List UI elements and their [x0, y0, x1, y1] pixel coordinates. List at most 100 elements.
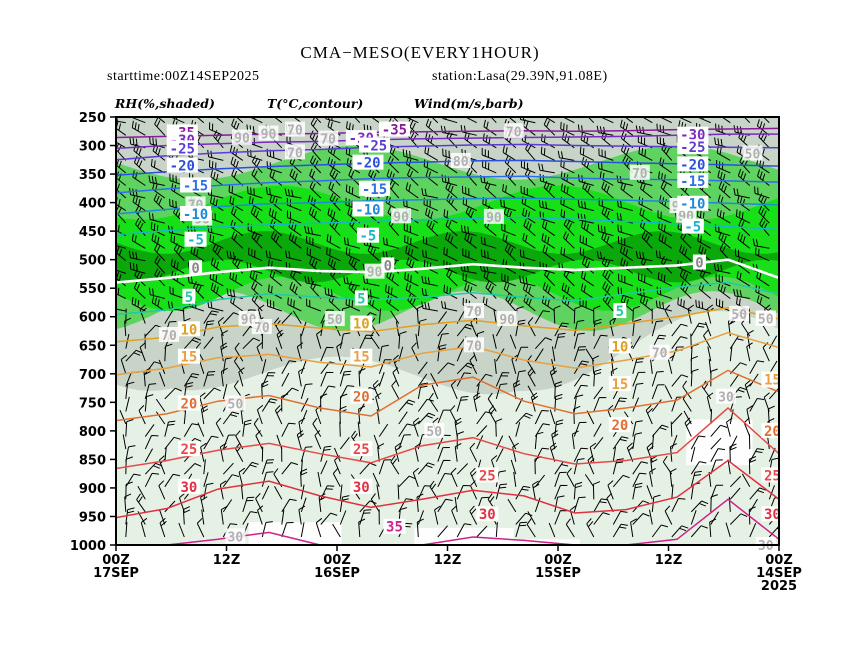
- wind-barb: [125, 396, 130, 412]
- wind-barb: [392, 367, 400, 387]
- wind-barb: [658, 171, 673, 186]
- wind-barb: [372, 379, 380, 400]
- wind-barb: [250, 206, 263, 224]
- wind-barb: [671, 336, 688, 349]
- wind-barb: [690, 322, 706, 337]
- wind-barb: [304, 225, 321, 237]
- wind-barb: [445, 232, 458, 249]
- wind-barb: [309, 256, 322, 274]
- wind-barb: [386, 270, 400, 287]
- wind-barb: [292, 117, 302, 124]
- plot-area: 9090707070807050707070909090909090909090…: [70, 111, 802, 594]
- rh-label-box: [285, 144, 306, 160]
- wind-barb: [242, 337, 261, 350]
- wind-barb: [281, 462, 299, 475]
- wind-barb: [515, 485, 531, 500]
- temperature-label: -15: [362, 182, 387, 198]
- wind-barb: [710, 494, 718, 512]
- rh-label: 90: [367, 266, 383, 281]
- wind-barb: [256, 342, 263, 362]
- wind-barb: [476, 525, 488, 538]
- wind-barb: [253, 417, 263, 437]
- wind-barb: [203, 387, 221, 400]
- wind-barb: [690, 470, 702, 487]
- wind-barb: [150, 222, 166, 237]
- wind-barb: [695, 299, 711, 312]
- rh-label: 50: [426, 425, 442, 440]
- wind-barb: [542, 220, 556, 237]
- temperature-label: 0: [695, 256, 703, 272]
- wind-barb: [487, 392, 497, 412]
- wind-barb: [534, 348, 544, 362]
- temperature-contour-30: [116, 459, 779, 519]
- wind-barb: [622, 155, 634, 174]
- wind-barb: [437, 409, 451, 425]
- wind-barb: [534, 410, 549, 425]
- wind-barb: [203, 336, 214, 350]
- wind-barb: [454, 442, 462, 462]
- wind-barb: [721, 117, 731, 124]
- wind-barb: [592, 481, 601, 500]
- wind-barb: [170, 258, 185, 274]
- temperature-label-box: [692, 254, 706, 270]
- wind-barb: [445, 218, 458, 237]
- wind-barb: [579, 298, 594, 312]
- wind-barb: [273, 117, 283, 124]
- wind-barb: [372, 472, 380, 488]
- wind-barb: [495, 418, 503, 437]
- wind-barb: [601, 206, 614, 224]
- wind-barb: [247, 186, 263, 199]
- wind-barb: [437, 473, 452, 488]
- temperature-label: 15: [181, 350, 198, 366]
- wind-barb: [500, 199, 516, 212]
- temperature-contour-minus15: [116, 175, 779, 194]
- wind-barb: [326, 247, 341, 262]
- wind-barb: [376, 484, 380, 500]
- wind-barb: [573, 346, 586, 362]
- wind-barb: [690, 500, 709, 513]
- wind-barb: [154, 255, 166, 274]
- wind-barb: [230, 295, 244, 312]
- wind-barb: [325, 117, 341, 124]
- wind-barb: [527, 317, 536, 337]
- wind-barb: [430, 372, 439, 387]
- wind-barb: [641, 117, 653, 124]
- wind-barb: [690, 368, 699, 387]
- wind-barb: [561, 295, 575, 312]
- wind-barb: [593, 397, 607, 412]
- wind-barb: [116, 245, 126, 249]
- wind-barb: [473, 392, 481, 412]
- wind-barb: [212, 243, 224, 262]
- rh-label: 90: [234, 132, 250, 147]
- wind-barb: [408, 129, 419, 149]
- temperature-label: 15: [611, 377, 628, 393]
- wind-barb: [327, 207, 341, 224]
- temperature-label: -25: [170, 141, 195, 157]
- wind-barb: [618, 273, 633, 287]
- temperature-label-box: [677, 156, 709, 172]
- wind-barb: [358, 405, 366, 425]
- wind-barb: [664, 505, 673, 525]
- wind-barb: [300, 468, 308, 487]
- wind-barb: [573, 384, 588, 400]
- wind-barb: [480, 236, 497, 249]
- rh-label-box: [497, 311, 518, 327]
- wind-barb: [203, 435, 219, 450]
- wind-barb: [658, 195, 673, 212]
- rh-label: 90: [261, 128, 277, 143]
- wind-barb: [705, 321, 712, 337]
- legend-rh: RH(%,shaded): [114, 96, 215, 111]
- wind-barb: [281, 372, 290, 387]
- wind-barb: [632, 397, 640, 412]
- wind-barb: [464, 282, 477, 299]
- wind-barb: [265, 250, 282, 262]
- wind-barb: [501, 223, 516, 237]
- wind-barb: [624, 117, 634, 124]
- wind-barb: [502, 233, 517, 249]
- wind-barb: [560, 171, 575, 186]
- wind-barb: [749, 398, 765, 412]
- wind-barb: [417, 462, 435, 475]
- wind-barb: [416, 518, 424, 538]
- wind-barb: [460, 224, 477, 237]
- wind-barb: [135, 217, 146, 237]
